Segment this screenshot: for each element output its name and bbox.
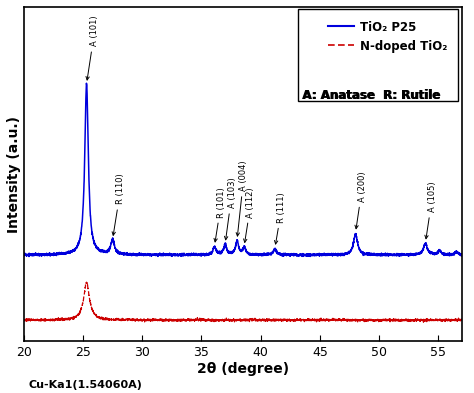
Text: A (103): A (103) — [225, 178, 237, 240]
Text: R (111): R (111) — [274, 192, 286, 244]
Text: A (101): A (101) — [86, 16, 99, 80]
X-axis label: 2θ (degree): 2θ (degree) — [197, 362, 289, 376]
Text: Cu-Ka1(1.54060A): Cu-Ka1(1.54060A) — [28, 380, 142, 390]
Legend: TiO₂ P25, N-doped TiO₂: TiO₂ P25, N-doped TiO₂ — [320, 13, 454, 60]
Text: A: Anatase  R: Rutile: A: Anatase R: Rutile — [302, 89, 440, 102]
Y-axis label: Intensity (a.u.): Intensity (a.u.) — [7, 116, 21, 233]
Text: A: Anatase  R: Rutile: A: Anatase R: Rutile — [303, 89, 441, 102]
FancyBboxPatch shape — [298, 9, 458, 101]
Text: A (200): A (200) — [355, 171, 367, 229]
Text: A (004): A (004) — [236, 161, 248, 236]
Text: A (112): A (112) — [244, 187, 255, 242]
Text: A (105): A (105) — [425, 182, 437, 239]
Text: R (101): R (101) — [214, 187, 226, 242]
Text: R (110): R (110) — [112, 174, 125, 235]
